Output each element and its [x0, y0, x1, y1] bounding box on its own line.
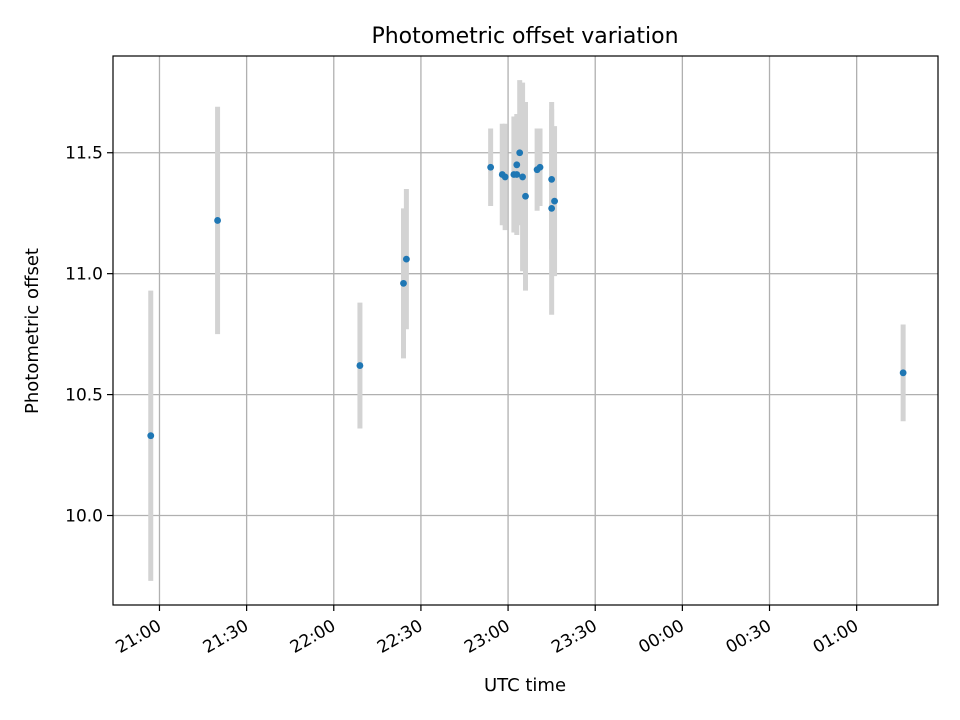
data-point	[536, 163, 544, 171]
data-points	[147, 149, 907, 440]
data-point	[487, 163, 495, 171]
y-tick-label: 10.5	[65, 386, 103, 406]
data-point	[522, 192, 529, 200]
data-point	[214, 217, 221, 224]
data-point	[400, 279, 407, 287]
data-point	[147, 432, 155, 440]
y-tick-label: 10.0	[65, 507, 103, 527]
plot-frame	[112, 55, 939, 606]
y-tick-label: 11.0	[65, 265, 103, 285]
data-point	[501, 173, 509, 181]
data-point	[513, 171, 521, 178]
data-point	[551, 197, 558, 205]
data-point	[513, 161, 521, 169]
data-point	[402, 255, 410, 263]
data-point	[516, 149, 524, 157]
data-point	[899, 369, 907, 377]
x-axis-label: UTC time	[484, 675, 566, 696]
y-axis-label: Photometric offset	[22, 248, 43, 414]
data-point	[548, 175, 556, 183]
chart-title: Photometric offset variation	[371, 24, 678, 49]
y-axis-ticks: 10.0 10.5 11.0 11.5	[65, 144, 113, 527]
data-point	[548, 204, 556, 212]
data-point	[519, 173, 526, 181]
data-point	[356, 362, 364, 369]
y-tick-label: 11.5	[65, 144, 103, 164]
